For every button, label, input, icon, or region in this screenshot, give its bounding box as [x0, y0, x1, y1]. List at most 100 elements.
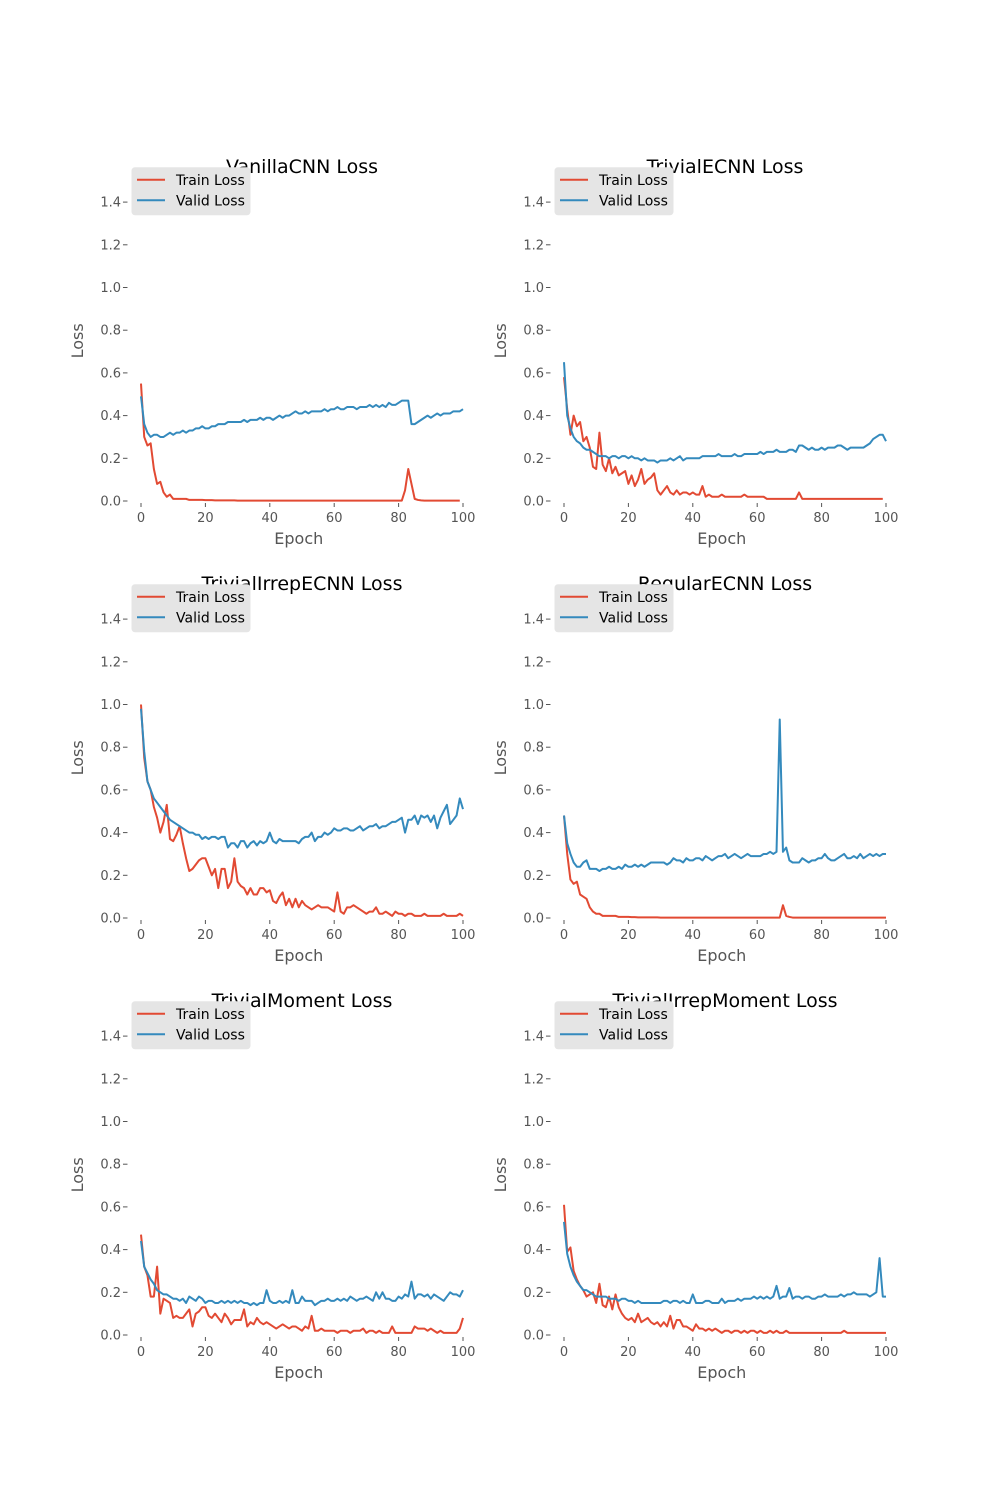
y-axis-label: Loss: [491, 740, 510, 775]
y-tick-label: 1.4: [523, 196, 544, 211]
x-tick-label: 40: [685, 928, 702, 943]
y-tick-label: 1.0: [100, 1115, 121, 1130]
y-tick-label: 0.2: [100, 869, 121, 884]
x-tick-label: 40: [685, 1345, 702, 1360]
valid-loss-line: [563, 718, 886, 873]
x-tick-label: 40: [262, 1345, 279, 1360]
y-tick-label: 1.2: [100, 238, 121, 253]
y-tick-label: 1.0: [100, 698, 121, 713]
y-axis-label: Loss: [68, 323, 87, 358]
chart-title: TrivialECNN Loss: [646, 156, 804, 178]
x-tick-label: 80: [813, 1345, 830, 1360]
train-loss-line: [140, 704, 464, 917]
x-axis-label: Epoch: [274, 1363, 323, 1382]
chart-title: RegularECNN Loss: [638, 573, 812, 595]
x-axis-label: Epoch: [274, 529, 323, 548]
x-tick-label: 20: [197, 511, 214, 526]
legend-label: Valid Loss: [176, 610, 245, 626]
x-tick-label: 0: [137, 928, 145, 943]
y-tick-label: 0.0: [100, 912, 121, 927]
x-tick-label: 100: [874, 1345, 899, 1360]
y-tick-label: 1.2: [523, 1072, 544, 1087]
chart-panel-5: TrivialMoment Loss 0.0 0.2 0.4 0.6 0.8 1.0 1.2 1…: [68, 990, 475, 1382]
x-tick-label: 80: [813, 928, 830, 943]
y-tick-label: 1.0: [100, 281, 121, 296]
y-tick-label: 0.0: [100, 1329, 121, 1344]
y-tick-label: 0.0: [100, 495, 121, 510]
y-tick-label: 0.6: [100, 783, 121, 798]
train-loss-line: [140, 1234, 464, 1334]
y-tick-label: 1.4: [100, 613, 121, 628]
y-tick-label: 1.0: [523, 698, 544, 713]
y-tick-label: 1.0: [523, 1115, 544, 1130]
legend-label: Train Loss: [175, 1007, 245, 1023]
y-axis-label: Loss: [491, 323, 510, 358]
x-axis-label: Epoch: [697, 1363, 746, 1382]
y-tick-label: 0.6: [523, 783, 544, 798]
y-tick-label: 0.2: [523, 869, 544, 884]
y-tick-label: 0.4: [100, 826, 121, 841]
y-tick-label: 0.4: [523, 826, 544, 841]
y-tick-label: 0.4: [523, 409, 544, 424]
x-tick-label: 0: [560, 511, 568, 526]
y-tick-label: 1.2: [523, 655, 544, 670]
y-tick-label: 1.2: [100, 1072, 121, 1087]
chart-panel-3: TrivialIrrepECNN Loss 0.0 0.2 0.4 0.6 0.8 1.0 1…: [68, 573, 475, 965]
y-tick-label: 0.8: [100, 324, 121, 339]
x-tick-label: 0: [137, 1345, 145, 1360]
x-tick-label: 100: [451, 511, 476, 526]
y-tick-label: 0.2: [523, 452, 544, 467]
legend: Train Loss Valid Loss: [131, 1001, 251, 1050]
y-tick-label: 0.6: [100, 1200, 121, 1215]
x-tick-label: 40: [262, 511, 279, 526]
valid-loss-line: [140, 708, 464, 849]
y-tick-label: 0.8: [523, 1158, 544, 1173]
x-tick-label: 60: [749, 928, 766, 943]
valid-loss-line: [563, 362, 887, 464]
y-tick-label: 0.4: [523, 1243, 544, 1258]
y-tick-label: 0.4: [100, 1243, 121, 1258]
y-tick-label: 1.2: [100, 655, 121, 670]
x-tick-label: 20: [620, 928, 637, 943]
x-tick-label: 40: [685, 511, 702, 526]
x-tick-label: 40: [262, 928, 279, 943]
legend-label: Train Loss: [598, 590, 668, 606]
y-tick-label: 0.4: [100, 409, 121, 424]
train-loss-line: [140, 383, 460, 502]
legend-label: Valid Loss: [599, 610, 668, 626]
x-tick-label: 0: [560, 1345, 568, 1360]
x-tick-label: 60: [326, 511, 343, 526]
x-tick-label: 80: [813, 511, 830, 526]
x-tick-label: 60: [749, 1345, 766, 1360]
y-tick-label: 0.2: [100, 1286, 121, 1301]
legend: Train Loss Valid Loss: [131, 167, 251, 216]
valid-loss-line: [563, 1221, 886, 1304]
y-tick-label: 0.0: [523, 495, 544, 510]
x-axis-label: Epoch: [697, 529, 746, 548]
chart-panel-6: TrivialIrrepMoment Loss0.00.20.40.60.81.…: [491, 990, 898, 1382]
legend-label: Valid Loss: [599, 1027, 668, 1043]
y-tick-label: 0.0: [523, 912, 544, 927]
y-tick-label: 0.6: [100, 366, 121, 381]
y-tick-label: 0.8: [100, 741, 121, 756]
legend-label: Train Loss: [175, 173, 245, 189]
y-tick-label: 0.8: [523, 324, 544, 339]
legend: Train Loss Valid Loss: [131, 584, 251, 633]
y-tick-label: 1.4: [100, 196, 121, 211]
legend: Train Loss Valid Loss: [554, 584, 674, 633]
x-tick-label: 0: [137, 511, 145, 526]
legend-label: Train Loss: [598, 173, 668, 189]
y-tick-label: 0.2: [523, 1286, 544, 1301]
y-axis-label: Loss: [491, 1157, 510, 1192]
x-tick-label: 100: [874, 511, 899, 526]
y-tick-label: 0.8: [100, 1158, 121, 1173]
x-tick-label: 20: [620, 1345, 637, 1360]
x-axis-label: Epoch: [697, 946, 746, 965]
y-tick-label: 0.2: [100, 452, 121, 467]
x-tick-label: 80: [390, 928, 407, 943]
y-tick-label: 1.2: [523, 238, 544, 253]
chart-panel-4: RegularECNN Loss 0.0 0.2 0.4 0.6 0.8 1.0 1.2 1.4…: [491, 573, 898, 965]
y-tick-label: 1.0: [523, 281, 544, 296]
x-tick-label: 20: [620, 511, 637, 526]
